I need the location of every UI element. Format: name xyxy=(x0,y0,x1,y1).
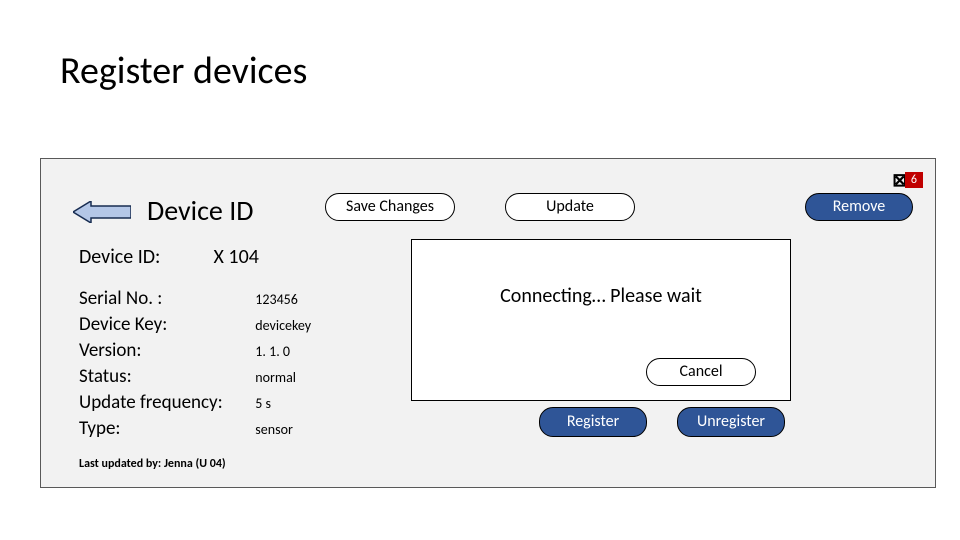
detail-value: 123456 xyxy=(255,291,298,308)
last-updated-note: Last updated by: Jenna (U 04) xyxy=(79,457,226,471)
connecting-modal: Connecting… Please wait Cancel xyxy=(411,239,791,401)
cancel-button[interactable]: Cancel xyxy=(646,358,756,386)
device-id-label: Device ID: xyxy=(79,245,209,269)
detail-label: Update frequency: xyxy=(79,391,251,414)
device-id-value: X 104 xyxy=(214,245,259,269)
detail-value: normal xyxy=(255,369,296,386)
detail-row: Serial No. : 123456 xyxy=(79,287,311,313)
device-panel: ⊠ 6 Device ID Save Changes Update Remove… xyxy=(40,158,936,488)
detail-label: Serial No. : xyxy=(79,287,251,310)
device-heading: Device ID xyxy=(147,193,253,228)
back-arrow-icon[interactable] xyxy=(73,201,131,223)
notification-count: 6 xyxy=(905,172,923,188)
update-button[interactable]: Update xyxy=(505,193,635,221)
modal-message: Connecting… Please wait xyxy=(412,284,790,308)
detail-label: Version: xyxy=(79,339,251,362)
device-details: Serial No. : 123456 Device Key: deviceke… xyxy=(79,287,311,443)
notification-badge-wrap[interactable]: ⊠ 6 xyxy=(892,169,923,191)
detail-value: sensor xyxy=(255,421,293,438)
page-title: Register devices xyxy=(60,48,307,94)
detail-label: Type: xyxy=(79,417,251,440)
detail-label: Status: xyxy=(79,365,251,388)
detail-row: Device Key: devicekey xyxy=(79,313,311,339)
detail-row: Version: 1. 1. 0 xyxy=(79,339,311,365)
save-changes-button[interactable]: Save Changes xyxy=(325,193,455,221)
detail-row: Update frequency: 5 s xyxy=(79,391,311,417)
device-id-row: Device ID: X 104 xyxy=(79,245,259,269)
detail-label: Device Key: xyxy=(79,313,251,336)
detail-row: Type: sensor xyxy=(79,417,311,443)
unregister-button[interactable]: Unregister xyxy=(677,407,785,437)
detail-value: 1. 1. 0 xyxy=(255,343,290,360)
remove-button[interactable]: Remove xyxy=(805,193,913,221)
detail-value: 5 s xyxy=(255,395,271,412)
detail-row: Status: normal xyxy=(79,365,311,391)
detail-value: devicekey xyxy=(255,317,311,334)
register-button[interactable]: Register xyxy=(539,407,647,437)
